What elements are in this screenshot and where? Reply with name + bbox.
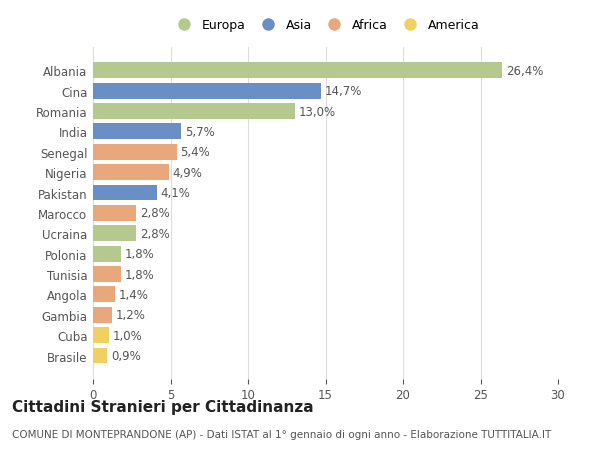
Bar — [93, 348, 107, 364]
Text: 1,4%: 1,4% — [119, 288, 148, 301]
Text: 5,4%: 5,4% — [181, 146, 211, 159]
Bar — [93, 267, 121, 282]
Bar — [93, 246, 121, 262]
Bar — [93, 287, 115, 302]
Text: 4,9%: 4,9% — [173, 166, 203, 179]
Text: COMUNE DI MONTEPRANDONE (AP) - Dati ISTAT al 1° gennaio di ogni anno - Elaborazi: COMUNE DI MONTEPRANDONE (AP) - Dati ISTA… — [12, 429, 551, 439]
Text: Cittadini Stranieri per Cittadinanza: Cittadini Stranieri per Cittadinanza — [12, 399, 314, 414]
Text: 1,2%: 1,2% — [115, 308, 145, 322]
Bar — [93, 145, 176, 160]
Text: 4,1%: 4,1% — [160, 187, 190, 200]
Bar — [93, 165, 169, 181]
Text: 5,7%: 5,7% — [185, 126, 215, 139]
Text: 1,8%: 1,8% — [125, 268, 155, 281]
Bar — [93, 124, 181, 140]
Bar — [93, 307, 112, 323]
Text: 26,4%: 26,4% — [506, 65, 544, 78]
Legend: Europa, Asia, Africa, America: Europa, Asia, Africa, America — [169, 17, 482, 34]
Bar — [93, 226, 136, 242]
Text: 0,9%: 0,9% — [111, 349, 140, 362]
Bar — [93, 185, 157, 201]
Bar — [93, 84, 321, 100]
Text: 2,8%: 2,8% — [140, 227, 170, 240]
Bar — [93, 104, 295, 120]
Text: 2,8%: 2,8% — [140, 207, 170, 220]
Text: 13,0%: 13,0% — [298, 105, 335, 118]
Bar — [93, 327, 109, 343]
Text: 14,7%: 14,7% — [325, 85, 362, 98]
Bar — [93, 63, 502, 79]
Text: 1,0%: 1,0% — [112, 329, 142, 342]
Bar — [93, 206, 136, 221]
Text: 1,8%: 1,8% — [125, 247, 155, 261]
